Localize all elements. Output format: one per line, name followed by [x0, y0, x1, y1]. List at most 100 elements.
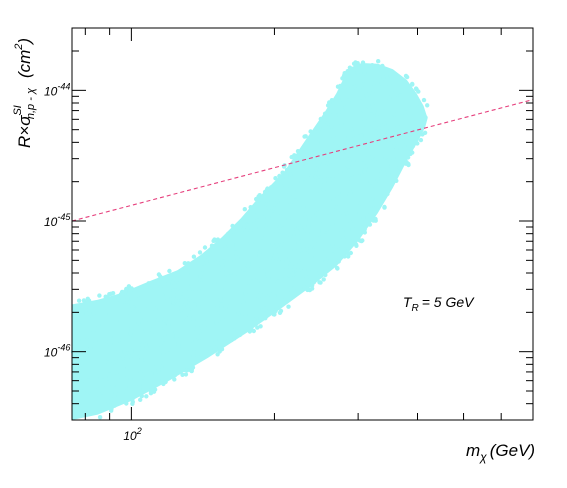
scatter-point: [73, 385, 79, 390]
scatter-point: [173, 329, 178, 335]
scatter-point: [139, 393, 144, 399]
scatter-point: [191, 302, 197, 307]
scatter-point: [362, 230, 367, 235]
scatter-point: [201, 261, 207, 266]
scatter-point: [255, 198, 261, 203]
scatter-point: [391, 91, 396, 97]
scatter-point: [257, 252, 262, 257]
scatter-point: [302, 212, 307, 217]
scatter-point: [279, 301, 285, 306]
scatter-point: [288, 233, 293, 238]
scatter-point: [232, 336, 237, 341]
scatter-point: [182, 261, 187, 266]
scatter-point: [368, 217, 374, 222]
scatter-point: [299, 251, 305, 257]
scatter-point: [85, 378, 91, 383]
scatter-point: [359, 238, 364, 244]
scatter-point: [103, 375, 108, 380]
scatter-point: [385, 168, 390, 174]
scatter-point: [117, 341, 123, 347]
scatter-point: [166, 281, 171, 287]
scatter-point: [86, 389, 91, 394]
scatter-point: [341, 73, 347, 78]
scatter-point: [264, 265, 270, 270]
scatter-point: [72, 364, 77, 369]
scatter-point: [248, 274, 253, 280]
scatter-point: [338, 169, 343, 175]
scatter-point: [410, 150, 415, 155]
scatter-point: [395, 96, 401, 101]
scatter-point: [105, 295, 110, 300]
scatter-point: [357, 210, 362, 216]
scatter-point: [295, 149, 301, 154]
scatter-point: [317, 270, 323, 275]
scatter-point: [215, 260, 220, 265]
scatter-point: [314, 166, 319, 171]
scatter-point: [197, 339, 203, 344]
scatter-point: [75, 376, 81, 381]
scatter-point: [106, 372, 112, 377]
scatter-point: [328, 163, 334, 169]
scatter-point: [325, 121, 330, 126]
scatter-point: [406, 97, 412, 103]
scatter-point: [299, 179, 304, 184]
scatter-point: [186, 261, 191, 266]
scatter-point: [284, 175, 289, 180]
tick-labels: 102 10-46 10-45 10-44: [44, 81, 142, 443]
scatter-point: [215, 304, 220, 309]
scatter-point: [213, 337, 218, 343]
scatter-point: [336, 157, 341, 163]
scatter-point: [138, 397, 143, 402]
scatter-point: [155, 284, 161, 290]
scatter-point: [222, 284, 228, 289]
scatter-point: [251, 242, 257, 247]
scatter-point: [272, 206, 277, 211]
scatter-point: [178, 289, 183, 294]
scatter-point: [85, 296, 91, 301]
scatter-point: [318, 280, 323, 285]
scatter-point: [351, 236, 356, 241]
scatter-point: [102, 362, 108, 367]
scatter-point: [200, 288, 205, 293]
scatter-point: [191, 317, 196, 322]
scatter-point: [188, 348, 193, 353]
y-tick-label: 10-45: [44, 212, 71, 229]
scatter-point: [405, 155, 411, 160]
scatter-point: [373, 129, 378, 134]
scatter-point: [219, 286, 224, 292]
scatter-point: [286, 304, 291, 309]
scatter-point: [334, 205, 339, 210]
scatter-point: [270, 241, 275, 247]
scatter-point: [392, 116, 398, 121]
scatter-point: [84, 311, 89, 316]
scatter-point: [425, 103, 430, 108]
scatter-point: [215, 352, 220, 357]
scatter-point: [312, 190, 317, 195]
scatter-point: [161, 351, 166, 356]
scatter-point: [127, 366, 133, 371]
scatter-point: [278, 214, 284, 219]
scatter-point: [358, 110, 363, 116]
scatter-point: [314, 171, 319, 176]
scatter-point: [376, 122, 382, 128]
scatter-point: [364, 93, 369, 98]
scatter-point: [274, 256, 279, 261]
scatter-point: [340, 108, 345, 113]
scatter-point: [270, 215, 275, 220]
scatter-point: [359, 201, 365, 206]
scatter-point: [363, 134, 368, 139]
scatter-point: [265, 186, 270, 191]
scatter-point: [264, 202, 269, 207]
scatter-point: [162, 285, 167, 291]
scatter-point: [255, 319, 260, 325]
scatter-point: [312, 204, 318, 209]
scatter-point: [327, 100, 332, 105]
scatter-point: [308, 199, 313, 204]
scatter-point: [189, 282, 194, 288]
scatter-point: [420, 132, 425, 137]
scatter-point: [115, 384, 120, 389]
scatter-point: [93, 338, 98, 344]
scatter-point: [335, 266, 340, 271]
scatter-point: [129, 286, 134, 291]
scatter-point: [174, 335, 179, 340]
